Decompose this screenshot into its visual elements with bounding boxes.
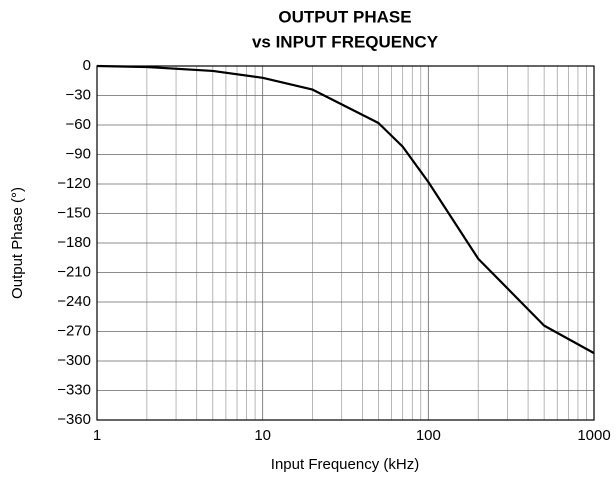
chart-title: OUTPUT PHASE <box>278 7 411 26</box>
y-tick-label: −270 <box>57 322 91 339</box>
y-tick-label: −300 <box>57 352 91 369</box>
x-tick-label: 100 <box>416 427 441 444</box>
y-tick-label: −150 <box>57 204 91 221</box>
chart-title: vs INPUT FREQUENCY <box>252 32 439 51</box>
x-tick-label: 1000 <box>577 427 610 444</box>
y-tick-label: −90 <box>66 145 91 162</box>
y-tick-label: −180 <box>57 234 91 251</box>
y-tick-label: −240 <box>57 293 91 310</box>
y-axis-label: Output Phase (°) <box>9 187 26 299</box>
x-tick-label: 10 <box>254 427 271 444</box>
x-axis-label: Input Frequency (kHz) <box>271 456 419 473</box>
y-tick-label: −60 <box>66 116 91 133</box>
plot-frame <box>96 65 595 421</box>
y-tick-label: −30 <box>66 86 91 103</box>
y-tick-label: −360 <box>57 411 91 428</box>
x-tick-label: 1 <box>93 427 101 444</box>
line <box>96 64 595 355</box>
y-tick-label: −330 <box>57 381 91 398</box>
y-tick-label: 0 <box>83 57 91 74</box>
y-tick-label: −210 <box>57 263 91 280</box>
y-tick-label: −120 <box>57 175 91 192</box>
